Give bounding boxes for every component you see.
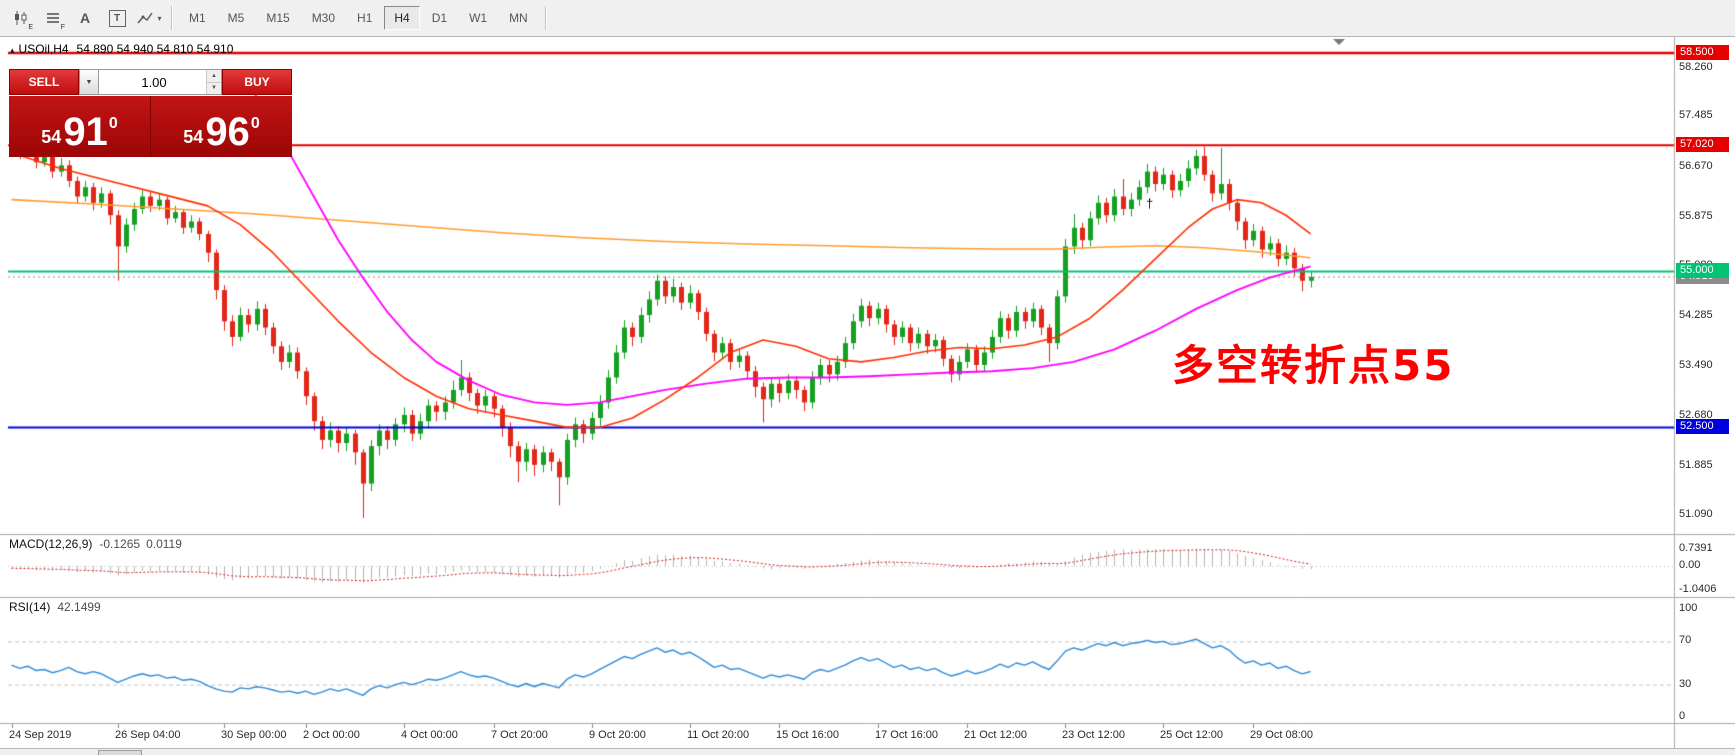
dropdown-caret-icon: ▾: [157, 13, 162, 23]
time-axis-label: 9 Oct 20:00: [589, 729, 646, 741]
timeframe-m15[interactable]: M15: [256, 6, 299, 30]
macd-axis-label: 0.00: [1679, 559, 1701, 571]
one-click-controls: SELL ▼ ▲ ▼ BUY: [9, 69, 292, 95]
price-axis-label: 58.260: [1679, 61, 1713, 73]
time-axis-label: 17 Oct 16:00: [875, 729, 938, 741]
rsi-panel-label: RSI(14) 42.1499: [9, 600, 101, 614]
toolbar-separator: [544, 6, 546, 30]
macd-main-value: -0.1265: [99, 537, 141, 551]
macd-axis-label: -1.0406: [1679, 583, 1717, 595]
price-axis-label: 51.090: [1679, 508, 1713, 520]
icon-sublabel: E: [28, 24, 33, 31]
time-axis-label: 30 Sep 00:00: [221, 729, 287, 741]
price-axis-label: 51.885: [1679, 459, 1713, 471]
rsi-axis-label: 100: [1679, 602, 1698, 614]
horizontal-scrollbar[interactable]: [0, 748, 1735, 755]
collapse-triangle-icon[interactable]: ▴: [10, 45, 15, 55]
quote-display: 54 91 0 54 96 0: [9, 96, 292, 157]
chevron-down-icon: ▼: [211, 85, 217, 92]
price-axis-label: 55.875: [1679, 210, 1713, 222]
hline-price-tag: 57.020: [1676, 137, 1729, 152]
bar-list-icon[interactable]: F: [38, 3, 68, 33]
timeframe-m30[interactable]: M30: [302, 6, 345, 30]
drawing-tools-icon[interactable]: ▾: [134, 3, 164, 33]
time-axis-label: 2 Oct 00:00: [303, 729, 360, 741]
rsi-axis-label: 0: [1679, 710, 1686, 722]
timeframe-m5[interactable]: M5: [218, 6, 255, 30]
timeframe-mn[interactable]: MN: [499, 6, 538, 30]
hline-price-tag: 58.500: [1676, 45, 1729, 60]
time-axis-label: 21 Oct 12:00: [964, 729, 1027, 741]
ask-big-digits: 96: [205, 110, 250, 154]
timeframe-h4[interactable]: H4: [384, 6, 420, 30]
rsi-axis-label: 30: [1679, 678, 1692, 690]
candlestick-chart-icon[interactable]: E: [6, 3, 36, 33]
bar-list-icon-glyph: [47, 13, 59, 23]
sell-button[interactable]: SELL: [9, 69, 79, 95]
hline-price-tag: 52.500: [1676, 419, 1729, 434]
volume-field-wrap: ▲ ▼: [99, 69, 222, 95]
timeframe-w1[interactable]: W1: [459, 6, 497, 30]
chevron-up-icon: ▲: [211, 72, 217, 79]
rsi-axis-label: 70: [1679, 634, 1692, 646]
ask-pip-digit: 0: [250, 115, 260, 132]
timeframe-m1[interactable]: M1: [179, 6, 216, 30]
macd-signal-value: 0.0119: [146, 537, 182, 551]
time-axis-label: 11 Oct 20:00: [687, 729, 750, 741]
volume-input[interactable]: [99, 70, 221, 94]
candlestick-icon-glyph: [15, 11, 27, 25]
macd-axis-label: 0.7391: [1679, 542, 1713, 554]
drawing-tools-glyph: [137, 12, 154, 24]
price-axis-label: 56.670: [1679, 160, 1713, 172]
price-axis-label: 52.680: [1679, 409, 1713, 421]
rsi-name: RSI(14): [9, 600, 51, 614]
time-axis-label: 23 Oct 12:00: [1062, 729, 1125, 741]
ask-prefix: 54: [183, 127, 204, 147]
text-box-icon[interactable]: T: [102, 3, 132, 33]
text-box-glyph: T: [108, 9, 126, 27]
chevron-down-icon: ▼: [85, 78, 93, 86]
icon-sublabel: F: [60, 24, 65, 31]
toolbar-separator: [171, 6, 172, 30]
macd-panel-label: MACD(12,26,9) -0.1265 0.0119: [9, 537, 182, 551]
time-axis-label: 25 Oct 12:00: [1160, 729, 1223, 741]
font-a-glyph: A: [79, 10, 91, 26]
price-axis-label: 54.285: [1679, 309, 1713, 321]
timeframe-h1[interactable]: H1: [347, 6, 382, 30]
chart-annotation-text: 多空转折点55: [1172, 341, 1455, 390]
volume-spinner: ▲ ▼: [206, 70, 221, 94]
bid-quote[interactable]: 54 91 0: [9, 96, 150, 157]
bid-prefix: 54: [41, 127, 62, 147]
scrollbar-thumb[interactable]: [98, 750, 142, 755]
time-axis-label: 7 Oct 20:00: [491, 729, 548, 741]
price-axis-label: 57.485: [1679, 109, 1713, 121]
bid-pip-digit: 0: [108, 115, 118, 132]
font-a-icon[interactable]: A: [70, 3, 100, 33]
toolbar: E F A T ▾ M1 M5 M15 M30 H1 H4: [0, 0, 1735, 37]
time-axis-label: 29 Oct 08:00: [1250, 729, 1313, 741]
time-axis-label: 4 Oct 00:00: [401, 729, 458, 741]
price-axis-label: 53.490: [1679, 359, 1713, 371]
timeframe-d1[interactable]: D1: [422, 6, 457, 30]
volume-decrement-button[interactable]: ▼: [207, 82, 221, 94]
ohlc-values: 54.890 54.940 54.810 54.910: [76, 42, 234, 56]
bid-big-digits: 91: [63, 110, 108, 154]
macd-name: MACD(12,26,9): [9, 537, 93, 551]
chart-title: ▴ USOil,H4 54.890 54.940 54.810 54.910: [10, 42, 233, 56]
time-axis-label: 26 Sep 04:00: [115, 729, 181, 741]
time-axis-label: 24 Sep 2019: [9, 729, 72, 741]
one-click-trading-panel: SELL ▼ ▲ ▼ BUY 54 91 0 54 96 0: [9, 69, 292, 157]
time-axis-label: 15 Oct 16:00: [776, 729, 839, 741]
volume-increment-button[interactable]: ▲: [207, 70, 221, 83]
hline-price-tag: 55.000: [1676, 263, 1729, 278]
rsi-value: 42.1499: [57, 600, 101, 614]
chart-marker-cross: †: [1146, 196, 1154, 211]
symbol-period: USOil,H4: [18, 42, 69, 56]
buy-button[interactable]: BUY: [222, 69, 292, 95]
ask-quote[interactable]: 54 96 0: [151, 96, 292, 157]
volume-dropdown-button[interactable]: ▼: [79, 69, 99, 95]
